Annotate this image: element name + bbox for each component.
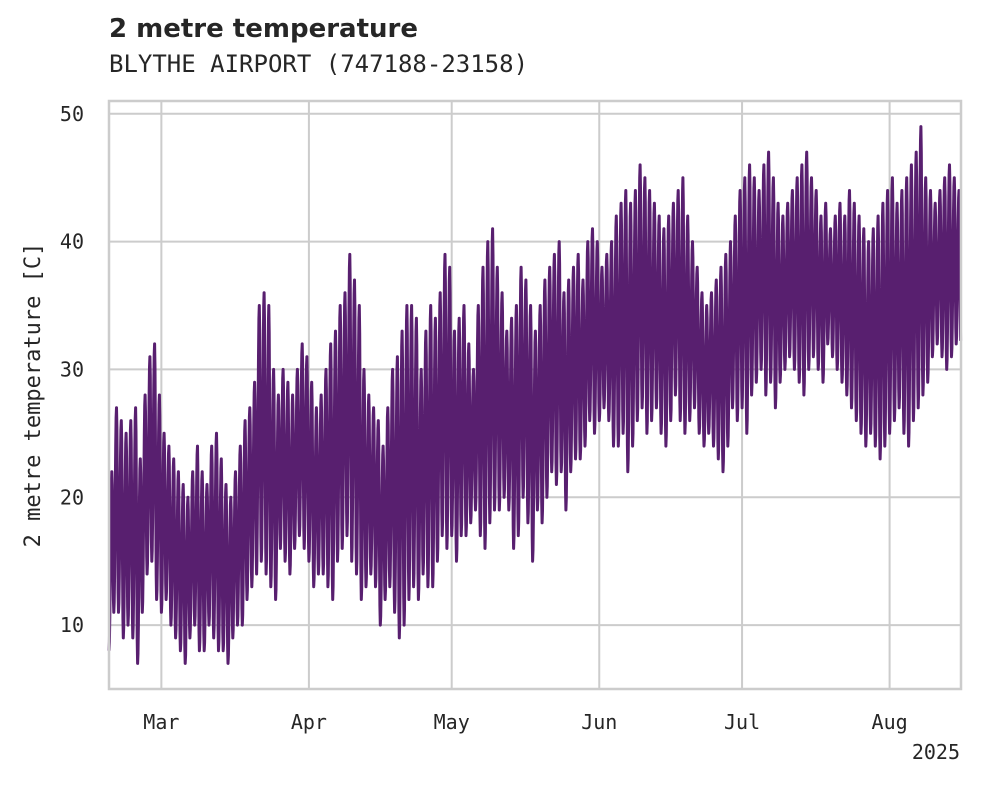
- y-axis-label: 2 metre temperature [C]: [21, 243, 46, 548]
- x-tick-label: Aug: [872, 710, 908, 734]
- y-tick-label: 50: [60, 102, 84, 126]
- x-tick-label: Jun: [581, 710, 617, 734]
- chart-subtitle: BLYTHE AIRPORT (747188-23158): [109, 50, 529, 78]
- chart-title: 2 metre temperature: [109, 14, 418, 44]
- x-axis-year-label: 2025: [912, 740, 960, 764]
- series-layer: [107, 125, 963, 665]
- x-tick-label: Mar: [143, 710, 179, 734]
- plot-frame: [107, 99, 963, 691]
- tick-layer: 10 20 30 40 50 Mar Apr May Jun Jul Aug: [60, 102, 908, 734]
- y-tick-label: 20: [60, 485, 84, 509]
- y-tick-label: 30: [60, 357, 84, 381]
- y-tick-label: 10: [60, 613, 84, 637]
- x-tick-label: May: [434, 710, 470, 734]
- x-tick-label: Jul: [724, 710, 760, 734]
- y-tick-label: 40: [60, 230, 84, 254]
- x-tick-label: Apr: [291, 710, 327, 734]
- temperature-line: [107, 125, 963, 665]
